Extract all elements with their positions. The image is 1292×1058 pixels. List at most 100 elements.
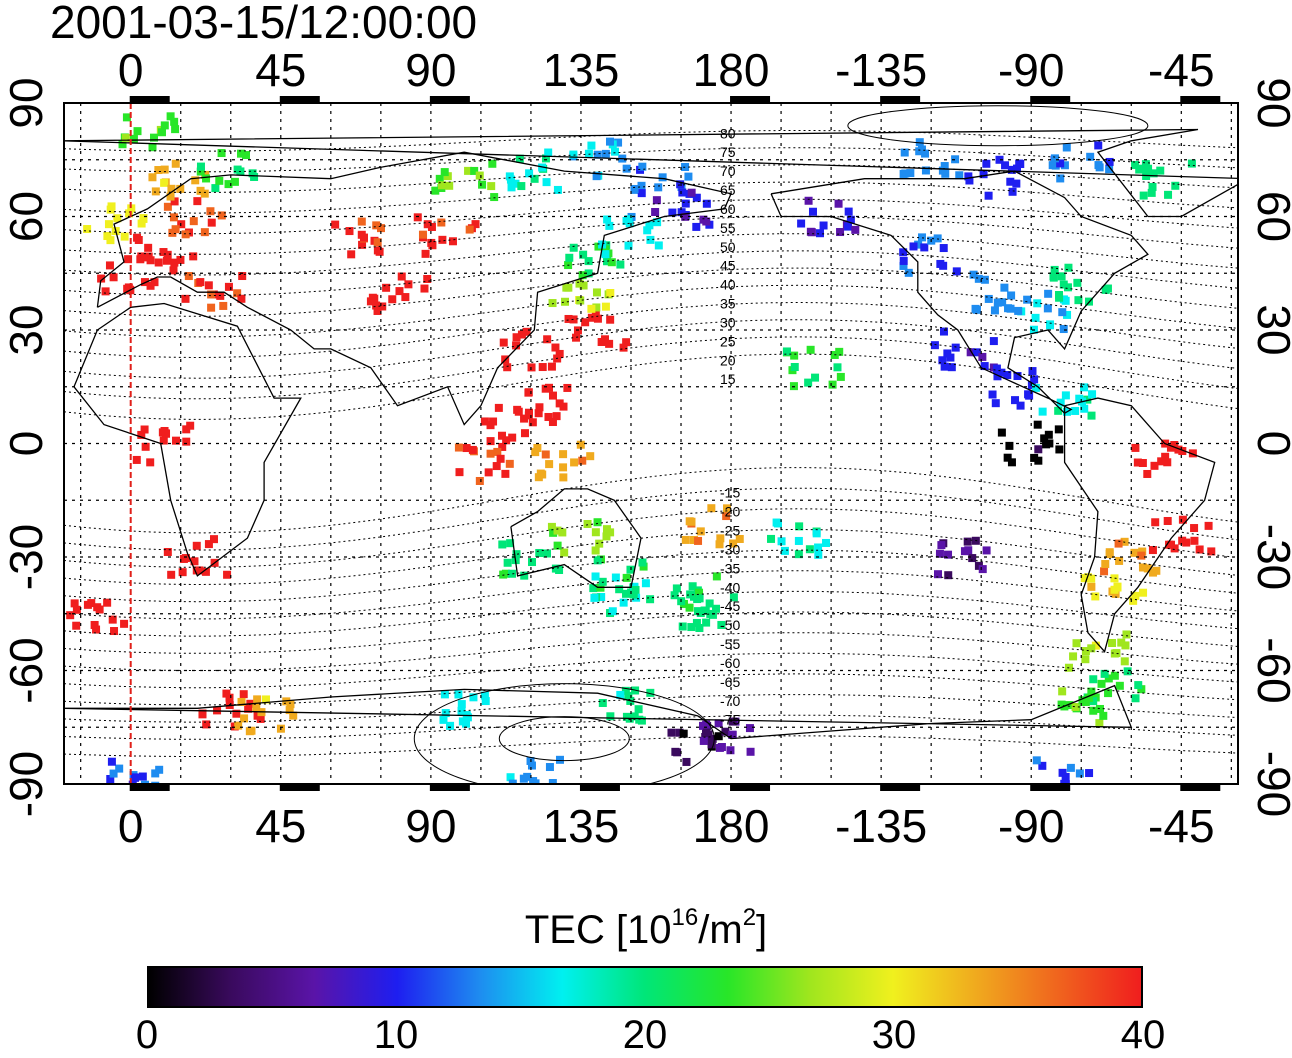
tec-cell — [1090, 791, 1098, 799]
tec-cell — [591, 546, 600, 555]
coastline — [510, 488, 642, 588]
axis-tick-label: 0 — [118, 44, 144, 96]
tec-cell — [1095, 163, 1104, 172]
tec-cell — [1001, 161, 1010, 170]
magnetic-contour — [64, 301, 1238, 359]
tec-cell — [1089, 706, 1098, 715]
tec-cell — [1178, 447, 1187, 456]
tec-cell — [1056, 174, 1065, 183]
tec-cell — [1114, 539, 1123, 548]
tec-cell — [1100, 567, 1109, 576]
tec-cell — [673, 748, 682, 757]
tec-cell — [146, 281, 155, 290]
tec-cell — [630, 712, 639, 721]
axis-tick-label: 90 — [0, 77, 52, 128]
tec-cell — [815, 229, 824, 238]
magnetic-contour — [64, 632, 1238, 671]
tec-cell — [708, 734, 717, 743]
tec-cell — [181, 230, 190, 239]
tec-cell — [445, 181, 454, 190]
tec-cell — [1170, 441, 1179, 450]
tec-cell — [189, 217, 198, 226]
magnetic-contour-lines — [64, 105, 1238, 784]
tec-cell — [972, 305, 981, 314]
tec-cell — [1110, 649, 1119, 658]
tec-cell — [559, 450, 568, 459]
tec-cell — [440, 690, 449, 699]
tec-cell — [723, 504, 732, 513]
tec-cell — [541, 450, 550, 459]
tec-cell — [1038, 407, 1047, 416]
tec-cell — [562, 283, 571, 292]
tec-cell — [166, 112, 175, 121]
tec-cell — [646, 595, 655, 604]
tec-cell — [1024, 390, 1033, 399]
tec-cell — [470, 166, 479, 175]
tec-cell — [206, 207, 215, 216]
contour-label: -35 — [720, 560, 740, 576]
frame-tick — [429, 785, 470, 791]
tec-cell — [215, 176, 224, 185]
tec-cell — [373, 238, 382, 247]
tec-cell — [900, 148, 909, 157]
tec-cell — [176, 184, 185, 193]
tec-cell — [1003, 453, 1012, 462]
tec-cell — [679, 729, 688, 738]
tec-cell — [159, 436, 168, 445]
tec-cell — [1131, 443, 1140, 452]
tec-cell — [261, 695, 270, 704]
tec-cell — [726, 746, 735, 755]
tec-cell — [167, 184, 176, 193]
tec-cell — [914, 240, 923, 249]
frame-tick — [429, 96, 470, 102]
tec-cell — [645, 221, 654, 230]
tec-cell — [1104, 689, 1113, 698]
tec-cell — [681, 199, 690, 208]
tec-cell — [192, 566, 201, 575]
tec-cell — [587, 313, 596, 322]
tec-cell — [1120, 657, 1129, 666]
tec-cell — [1131, 160, 1140, 169]
tec-cell — [285, 706, 294, 715]
tec-cell — [1123, 667, 1132, 676]
tec-cell — [978, 565, 987, 574]
tec-cell — [548, 779, 557, 784]
tec-cell — [989, 337, 998, 346]
tec-cell — [694, 536, 703, 545]
tec-cell — [600, 335, 609, 344]
frame-tick — [579, 96, 620, 102]
tec-cell — [132, 455, 141, 464]
tec-cell — [209, 535, 218, 544]
tec-cell — [569, 150, 578, 159]
tec-cell — [581, 318, 590, 327]
tec-cell — [1050, 265, 1059, 274]
tec-cell — [635, 715, 644, 724]
tec-cell — [1063, 283, 1072, 292]
tec-cell — [963, 537, 972, 546]
tec-cell — [517, 330, 526, 339]
tec-cell — [643, 226, 652, 235]
tec-cell — [638, 558, 647, 567]
tec-cell — [1046, 320, 1055, 329]
tec-cell — [202, 174, 211, 183]
tec-cell — [370, 294, 379, 303]
tec-cell — [944, 550, 953, 559]
tec-cell — [614, 138, 623, 147]
tec-cell — [151, 187, 160, 196]
tec-cell — [782, 347, 791, 356]
tec-cell — [547, 362, 556, 371]
tec-cell — [603, 215, 612, 224]
tec-cell — [420, 284, 429, 293]
tec-cell — [182, 425, 191, 434]
tec-cell — [225, 693, 234, 702]
tec-cell — [729, 539, 738, 548]
tec-cell — [253, 695, 262, 704]
tec-cell — [1182, 538, 1191, 547]
tec-cell — [1034, 456, 1043, 465]
frame-tick — [279, 96, 320, 102]
tec-cell — [1012, 164, 1021, 173]
tec-cell — [705, 599, 714, 608]
tec-cell — [193, 197, 202, 206]
tec-cell — [1138, 459, 1147, 468]
tec-cell — [1069, 652, 1078, 661]
